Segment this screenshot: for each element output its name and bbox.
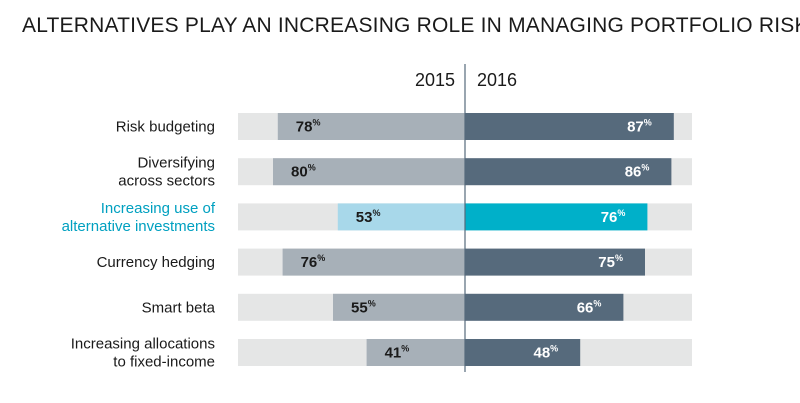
bar-2015 <box>282 248 465 276</box>
year-header-2016: 2016 <box>477 70 517 90</box>
bar-2016 <box>465 158 672 186</box>
bar-2016 <box>465 293 624 321</box>
category-label: Increasing allocations to fixed-income <box>71 336 215 371</box>
bars <box>273 113 674 366</box>
bar-2015 <box>273 158 465 186</box>
category-label: Risk budgeting <box>116 119 215 136</box>
bar-2015 <box>337 203 465 231</box>
bar-2016 <box>465 248 645 276</box>
year-headers: 2015 2016 <box>415 70 517 90</box>
value-label-2016: 75% <box>598 253 623 271</box>
value-label-2015: 78% <box>296 118 321 136</box>
value-label-2016: 87% <box>627 118 652 136</box>
bar-2016 <box>465 113 674 140</box>
value-label-2016: 86% <box>625 163 650 181</box>
bar-2015 <box>366 339 465 366</box>
value-label-2016: 48% <box>533 344 558 362</box>
category-label: Currency hedging <box>97 254 215 271</box>
year-header-2015: 2015 <box>415 70 455 90</box>
value-label-2015: 55% <box>351 298 376 316</box>
value-label-2015: 80% <box>291 163 316 181</box>
bar-2016 <box>465 339 581 366</box>
chart-title: ALTERNATIVES PLAY AN INCREASING ROLE IN … <box>22 14 800 37</box>
value-label-2016: 76% <box>601 208 626 226</box>
category-label: Increasing use of alternative investments <box>62 200 216 235</box>
value-label-2015: 76% <box>301 253 326 271</box>
category-labels: Risk budgeting Diversifying across sectors… <box>62 119 216 371</box>
category-label: Diversifying across sectors <box>118 155 215 190</box>
value-label-2015: 41% <box>385 344 410 362</box>
value-labels: 78% 87% 80% 86% 53% 76% 76% 75% 55% 66% 41% 48% <box>291 118 652 362</box>
bar-2015 <box>333 293 465 321</box>
category-label: Smart beta <box>142 299 216 316</box>
bar-2016 <box>465 203 648 231</box>
value-label-2016: 66% <box>577 298 602 316</box>
value-label-2015: 53% <box>356 208 381 226</box>
bar-2015 <box>277 113 465 140</box>
